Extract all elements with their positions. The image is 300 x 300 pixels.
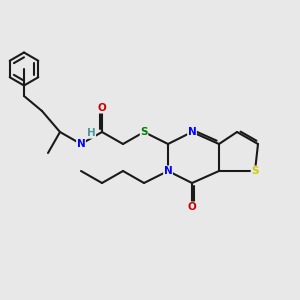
Text: N: N: [76, 139, 85, 149]
Text: O: O: [188, 202, 196, 212]
Text: N: N: [188, 127, 196, 137]
Text: S: S: [140, 127, 148, 137]
Text: H: H: [87, 128, 96, 139]
Text: S: S: [251, 166, 259, 176]
Text: N: N: [164, 166, 172, 176]
Text: O: O: [98, 103, 106, 113]
